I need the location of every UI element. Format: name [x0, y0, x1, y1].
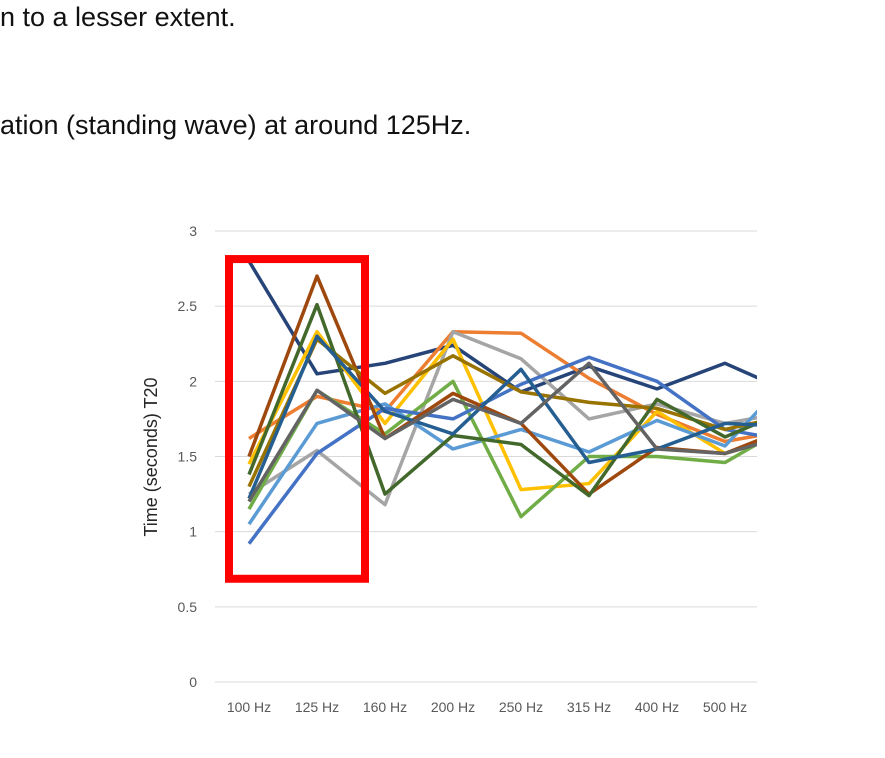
y-tick-label: 0 [189, 674, 197, 690]
y-tick-label: 0.5 [178, 599, 198, 615]
x-axis-ticks: 100 Hz 125 Hz 160 Hz 200 Hz 250 Hz 315 Hz 400 … [227, 699, 747, 715]
x-tick-label: 100 Hz [227, 699, 271, 715]
y-axis-label: Time (seconds) T20 [141, 377, 161, 536]
series-line-12 [247, 361, 757, 503]
x-tick-label: 315 Hz [567, 699, 611, 715]
y-tick-label: 3 [189, 223, 197, 239]
body-text-line-1: n to a lesser extent. [0, 2, 236, 32]
series-line-10 [247, 302, 757, 498]
y-tick-label: 1 [189, 524, 197, 540]
series-line-9 [247, 337, 757, 488]
x-tick-label: 250 Hz [499, 699, 543, 715]
series-lines [247, 260, 757, 545]
body-text-line-2: ation (standing wave) at around 125Hz. [0, 110, 472, 140]
x-tick-label: 400 Hz [635, 699, 679, 715]
x-tick-label: 500 Hz [703, 699, 747, 715]
series-line-1 [247, 260, 757, 394]
y-tick-label: 2 [189, 373, 197, 389]
y-axis-ticks: 0 0.5 1 1.5 2 2.5 3 [178, 223, 198, 690]
x-tick-label: 125 Hz [295, 699, 339, 715]
x-tick-label: 160 Hz [363, 699, 407, 715]
series-line-3 [248, 329, 757, 507]
y-tick-label: 1.5 [178, 449, 198, 465]
y-tick-label: 2.5 [178, 298, 198, 314]
series-line-4 [247, 329, 757, 492]
x-tick-label: 200 Hz [431, 699, 475, 715]
highlight-box [225, 255, 369, 583]
series-line-7 [247, 355, 757, 545]
series-line-11 [247, 334, 757, 500]
series-line-5 [247, 402, 757, 526]
